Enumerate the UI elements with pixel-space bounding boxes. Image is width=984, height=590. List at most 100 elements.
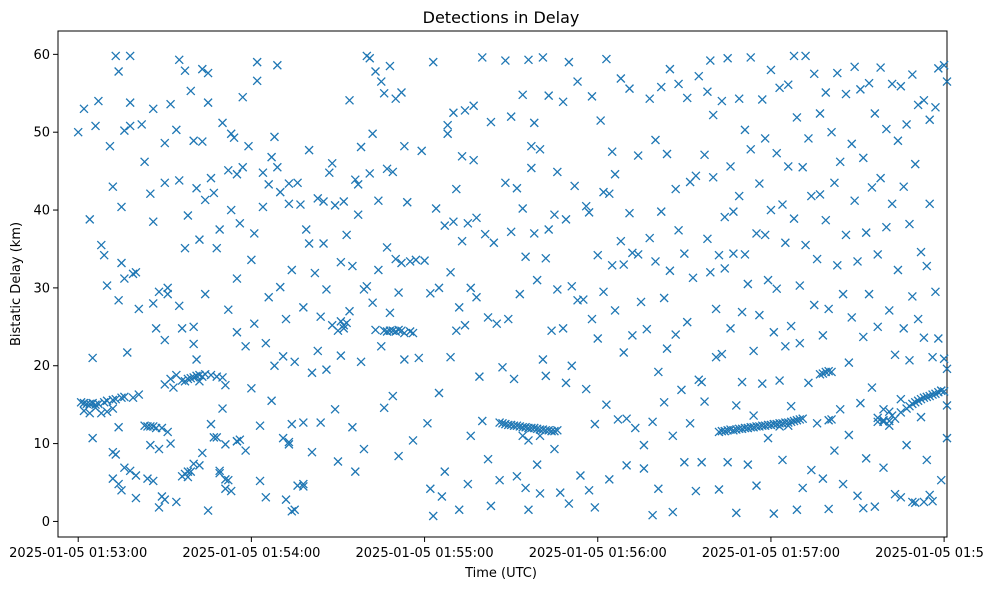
detection-marker bbox=[278, 351, 288, 361]
detection-marker bbox=[356, 357, 366, 367]
detection-marker bbox=[656, 207, 666, 217]
detection-marker bbox=[925, 115, 935, 125]
detection-marker bbox=[463, 218, 473, 228]
detection-marker bbox=[656, 82, 666, 92]
detection-marker bbox=[287, 265, 297, 275]
detection-marker bbox=[518, 90, 528, 100]
detection-marker bbox=[287, 419, 297, 429]
detection-marker bbox=[93, 96, 103, 106]
detection-marker bbox=[821, 367, 831, 377]
detection-marker bbox=[324, 168, 334, 178]
detection-marker bbox=[907, 291, 917, 301]
detection-marker bbox=[907, 497, 917, 507]
detection-marker bbox=[552, 167, 562, 177]
detection-marker bbox=[786, 321, 796, 331]
detection-marker bbox=[544, 225, 554, 234]
detection-marker bbox=[786, 417, 796, 427]
detection-marker bbox=[316, 312, 326, 322]
detection-marker bbox=[847, 139, 857, 149]
detection-marker bbox=[778, 200, 787, 210]
x-tick-label: 2025-01-05 01:58:00 bbox=[875, 546, 984, 561]
detection-marker bbox=[128, 393, 138, 403]
detection-marker bbox=[873, 249, 883, 259]
detection-marker bbox=[633, 249, 643, 259]
detection-marker bbox=[457, 151, 467, 161]
detection-marker bbox=[818, 474, 828, 484]
detection-marker bbox=[114, 295, 124, 305]
detection-marker bbox=[942, 433, 952, 443]
detection-marker bbox=[547, 326, 557, 336]
detection-marker bbox=[148, 299, 158, 308]
detection-marker bbox=[549, 426, 559, 436]
detection-marker bbox=[160, 178, 170, 188]
detection-marker bbox=[428, 57, 438, 67]
detection-marker bbox=[625, 208, 634, 218]
detection-marker bbox=[281, 314, 291, 324]
detection-marker bbox=[685, 418, 695, 428]
detection-marker bbox=[659, 397, 669, 407]
detection-marker bbox=[728, 249, 738, 259]
detection-marker bbox=[405, 256, 415, 266]
detection-marker bbox=[890, 350, 900, 360]
detection-marker bbox=[284, 179, 294, 189]
detection-marker bbox=[864, 289, 874, 299]
detection-marker bbox=[613, 414, 623, 424]
detection-marker bbox=[359, 444, 369, 454]
detection-marker bbox=[125, 51, 135, 61]
detection-marker bbox=[307, 447, 317, 457]
detection-marker bbox=[821, 215, 831, 225]
detection-marker bbox=[766, 65, 776, 75]
detection-marker bbox=[388, 167, 398, 177]
detection-marker bbox=[697, 377, 707, 387]
detection-marker bbox=[425, 484, 435, 494]
detection-marker bbox=[737, 377, 747, 387]
detection-marker bbox=[876, 173, 886, 183]
detection-marker bbox=[333, 457, 343, 466]
detection-marker bbox=[752, 481, 761, 491]
detection-marker bbox=[388, 391, 398, 401]
detection-marker bbox=[218, 372, 227, 382]
detection-marker bbox=[492, 319, 502, 329]
detection-marker bbox=[564, 499, 574, 508]
detection-marker bbox=[717, 96, 727, 106]
x-tick-label: 2025-01-05 01:55:00 bbox=[356, 546, 494, 561]
detection-marker bbox=[163, 283, 173, 293]
detection-marker bbox=[668, 431, 678, 441]
detection-marker bbox=[85, 214, 95, 224]
detection-marker bbox=[226, 486, 236, 496]
detection-marker bbox=[521, 483, 531, 493]
detection-marker bbox=[226, 205, 236, 215]
detection-marker bbox=[105, 141, 115, 151]
detection-marker bbox=[939, 354, 949, 364]
detection-marker bbox=[145, 421, 155, 431]
detection-marker bbox=[524, 505, 533, 515]
detection-marker bbox=[512, 421, 522, 431]
detection-marker bbox=[232, 169, 242, 179]
detection-marker bbox=[272, 60, 282, 70]
detection-marker bbox=[529, 118, 539, 128]
detection-marker bbox=[345, 95, 354, 105]
detection-marker bbox=[552, 284, 562, 294]
detection-marker bbox=[806, 191, 816, 201]
detection-marker bbox=[189, 136, 199, 146]
detection-marker bbox=[509, 374, 519, 384]
detection-marker bbox=[382, 242, 392, 252]
detection-marker bbox=[662, 149, 672, 159]
detection-marker bbox=[676, 385, 686, 395]
detection-marker bbox=[691, 486, 701, 496]
detection-marker bbox=[515, 289, 525, 299]
detection-marker bbox=[861, 453, 871, 463]
y-tick-label: 0 bbox=[42, 515, 50, 530]
detection-marker bbox=[532, 275, 542, 285]
x-tick-label: 2025-01-05 01:56:00 bbox=[529, 546, 667, 561]
detection-marker bbox=[117, 202, 126, 212]
detection-marker bbox=[887, 411, 897, 421]
detection-marker bbox=[215, 466, 225, 476]
detection-marker bbox=[428, 511, 438, 521]
detection-marker bbox=[353, 210, 363, 220]
y-tick-label: 40 bbox=[33, 204, 50, 219]
detection-marker bbox=[829, 178, 839, 188]
detection-marker bbox=[827, 127, 837, 137]
detection-marker bbox=[798, 414, 808, 424]
